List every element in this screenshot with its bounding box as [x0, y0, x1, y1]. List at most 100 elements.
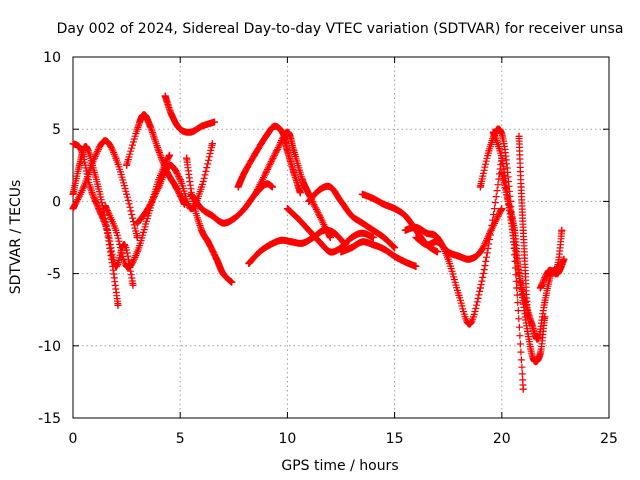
data-point	[241, 169, 248, 176]
data-point	[155, 183, 163, 191]
data-point	[498, 169, 506, 176]
y-tick-label: -15	[38, 411, 61, 427]
data-point	[176, 125, 184, 133]
series-arc-13	[283, 205, 377, 256]
data-point	[358, 238, 366, 246]
data-point	[140, 111, 148, 119]
data-point	[103, 226, 111, 234]
data-point	[380, 245, 388, 253]
data-point	[78, 147, 86, 155]
data-point	[498, 154, 506, 162]
data-point	[219, 219, 227, 227]
data-point	[369, 234, 377, 241]
data-point	[245, 260, 253, 267]
y-tick-label: 5	[52, 122, 61, 138]
data-point	[262, 169, 270, 176]
data-point	[101, 202, 109, 210]
data-point	[198, 183, 206, 191]
data-point	[266, 241, 274, 249]
data-point	[391, 252, 399, 260]
data-point	[466, 320, 474, 328]
data-point	[283, 205, 291, 213]
x-tick-label: 15	[386, 431, 404, 447]
data-point	[500, 140, 508, 148]
data-point	[528, 320, 536, 328]
data-point	[112, 154, 120, 162]
data-point	[172, 183, 180, 191]
data-point	[80, 183, 88, 191]
y-tick-label: 10	[43, 50, 61, 66]
y-tick-label: -10	[38, 339, 61, 355]
y-tick-labels: -15 -10 -5 0 5 10	[38, 50, 61, 427]
data-point	[69, 205, 77, 213]
data-point	[234, 183, 242, 191]
data-point	[211, 118, 218, 126]
data-point	[369, 195, 377, 202]
data-point	[412, 223, 420, 231]
data-point	[112, 226, 120, 234]
data-point	[536, 349, 544, 357]
data-point	[123, 161, 131, 169]
data-point	[187, 190, 195, 198]
series-arc-21	[498, 169, 566, 343]
data-point	[358, 190, 366, 198]
data-point	[534, 335, 542, 343]
data-point	[290, 169, 298, 176]
data-point	[262, 132, 270, 140]
data-point	[316, 238, 324, 246]
data-point	[401, 258, 409, 266]
data-point	[412, 262, 420, 270]
data-point	[536, 284, 544, 292]
data-point	[129, 281, 137, 289]
series-markers	[498, 169, 566, 343]
data-point	[337, 248, 345, 256]
data-point	[444, 255, 452, 263]
data-point	[114, 301, 122, 309]
data-point	[241, 205, 248, 213]
data-point	[283, 128, 291, 136]
data-point	[476, 248, 484, 256]
data-point	[554, 270, 561, 278]
data-point	[521, 270, 529, 278]
data-point	[412, 234, 420, 241]
x-tick-labels: 0 5 10 15 20 25	[69, 431, 618, 447]
data-point	[75, 161, 83, 169]
data-point	[90, 154, 98, 162]
data-point	[331, 229, 339, 237]
data-point	[204, 238, 212, 246]
data-point	[380, 200, 388, 208]
data-point	[123, 262, 131, 270]
series-arc-18	[412, 205, 506, 263]
data-point	[305, 197, 313, 205]
y-tick-label: 0	[52, 194, 61, 210]
data-point	[198, 205, 206, 213]
series-markers	[161, 92, 218, 136]
data-point	[444, 248, 452, 256]
data-point	[101, 137, 109, 145]
data-point	[423, 241, 431, 249]
plot-frame	[72, 56, 610, 419]
data-point	[208, 212, 216, 220]
data-point	[380, 234, 388, 241]
data-point	[519, 385, 527, 393]
data-point	[86, 183, 94, 191]
data-point	[262, 180, 270, 188]
data-point	[268, 183, 276, 191]
data-point	[545, 267, 553, 275]
data-point	[133, 125, 141, 133]
y-tick-label: -5	[47, 267, 61, 283]
data-point	[524, 313, 531, 321]
data-point	[277, 236, 285, 244]
x-tick-label: 0	[69, 431, 78, 447]
series-arc-15	[337, 238, 420, 270]
data-point	[95, 205, 103, 213]
data-point	[256, 248, 263, 256]
data-point	[288, 238, 296, 246]
data-point	[369, 226, 377, 234]
series-arc-16	[358, 190, 441, 256]
data-point	[455, 252, 463, 260]
data-point	[273, 147, 281, 155]
data-point	[487, 226, 495, 234]
data-point	[455, 291, 463, 299]
data-point	[466, 255, 474, 263]
